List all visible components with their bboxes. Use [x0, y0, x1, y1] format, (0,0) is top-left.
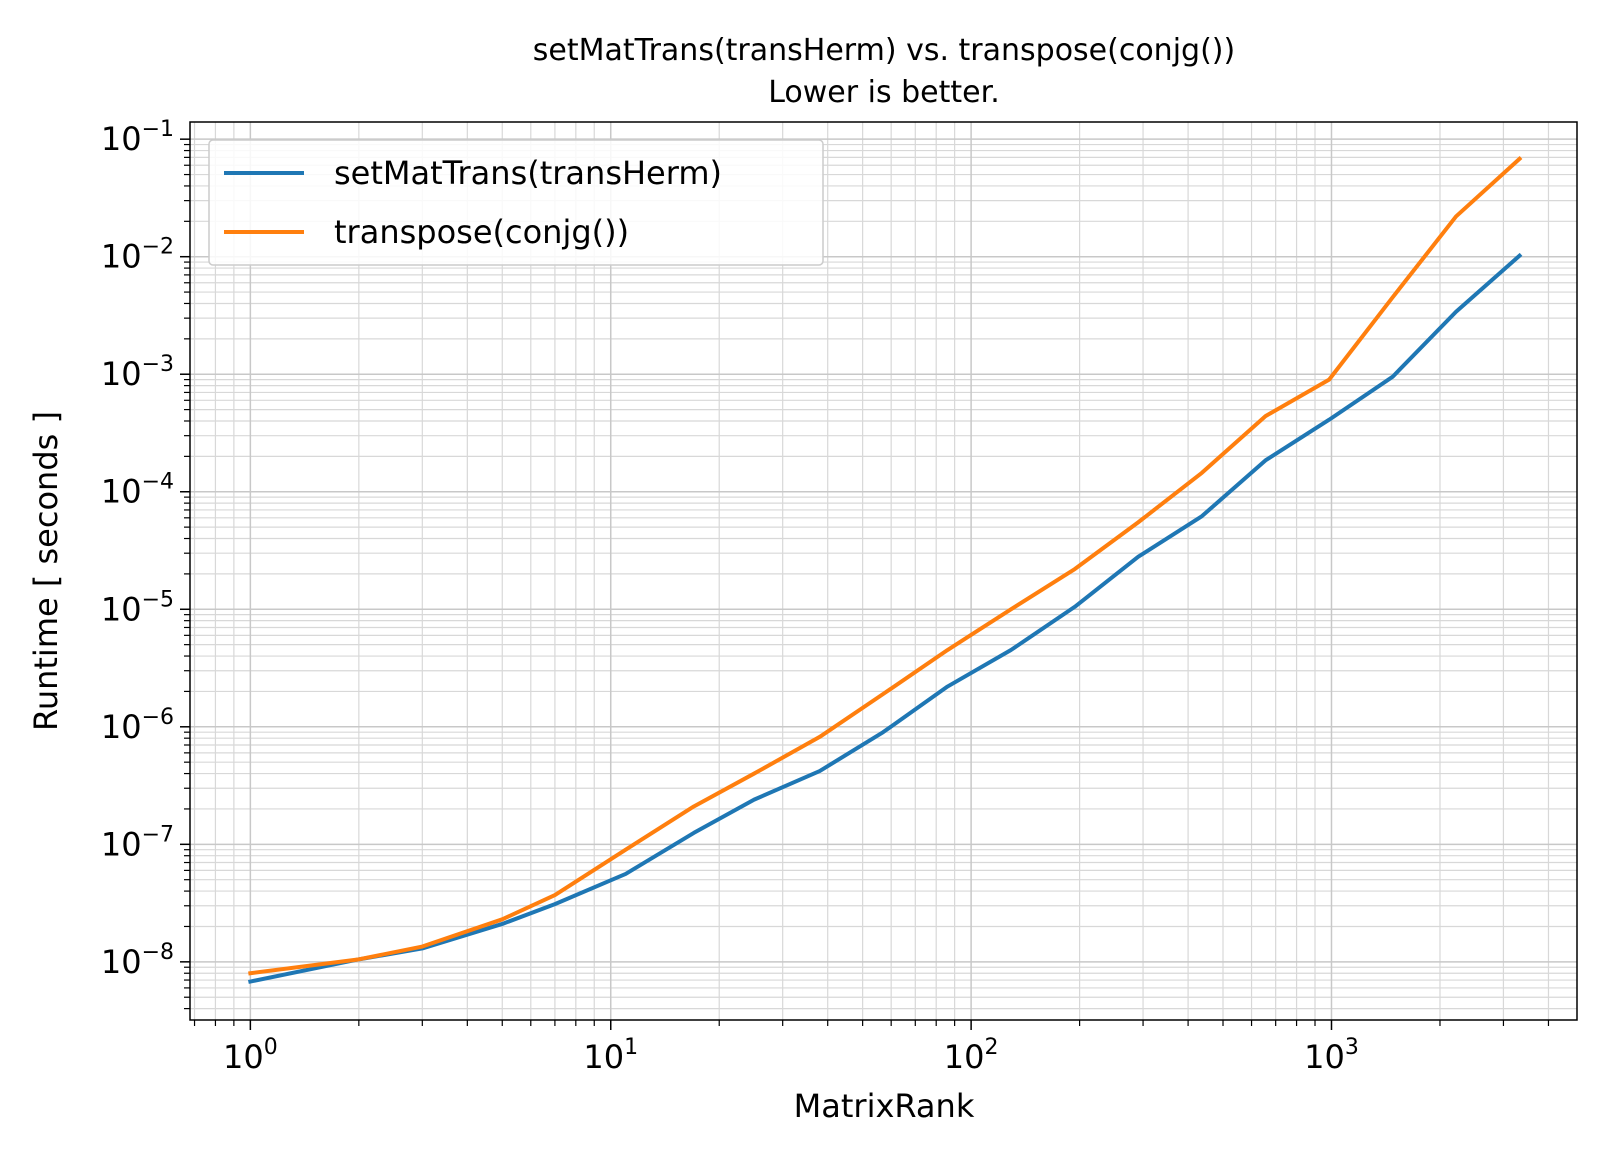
legend: setMatTrans(transHerm) transpose(conjg()… — [208, 139, 824, 266]
y-tick-label: 10−8 — [101, 940, 174, 981]
x-tick-label: 100 — [223, 1035, 278, 1076]
y-tick-label: 10−1 — [101, 117, 174, 158]
chart-title: setMatTrans(transHerm) vs. transpose(con… — [533, 33, 1235, 68]
y-tick-label: 10−3 — [101, 352, 174, 393]
chart-subtitle: Lower is better. — [768, 75, 1000, 110]
series-line-1 — [248, 156, 1523, 976]
x-axis-label: MatrixRank — [794, 1087, 975, 1125]
y-tick-label: 10−4 — [101, 470, 174, 511]
x-tick-label: 102 — [944, 1035, 999, 1076]
plot-frame — [189, 121, 1578, 1021]
y-axis-label: Runtime [ seconds ] — [27, 411, 65, 731]
series-line-0 — [247, 252, 1523, 984]
y-tick-label: 10−6 — [101, 705, 174, 746]
y-tick-label: 10−2 — [101, 235, 174, 276]
x-axis: 100 101 102 103 — [193, 1020, 1550, 1076]
grid-major — [190, 122, 1577, 1020]
legend-box — [208, 139, 824, 266]
y-tick-label: 10−7 — [101, 822, 174, 863]
legend-label-series-1: transpose(conjg()) — [334, 213, 629, 251]
y-axis: 10−8 10−7 10−6 10−5 10−4 10−3 10−2 10−1 — [101, 117, 190, 1010]
x-tick-label: 101 — [583, 1035, 638, 1076]
series-layer — [247, 156, 1523, 984]
legend-label-series-0: setMatTrans(transHerm) — [334, 154, 722, 192]
y-tick-label: 10−5 — [101, 587, 174, 628]
x-tick-label: 103 — [1304, 1035, 1359, 1076]
grid-minor — [190, 122, 1577, 1020]
